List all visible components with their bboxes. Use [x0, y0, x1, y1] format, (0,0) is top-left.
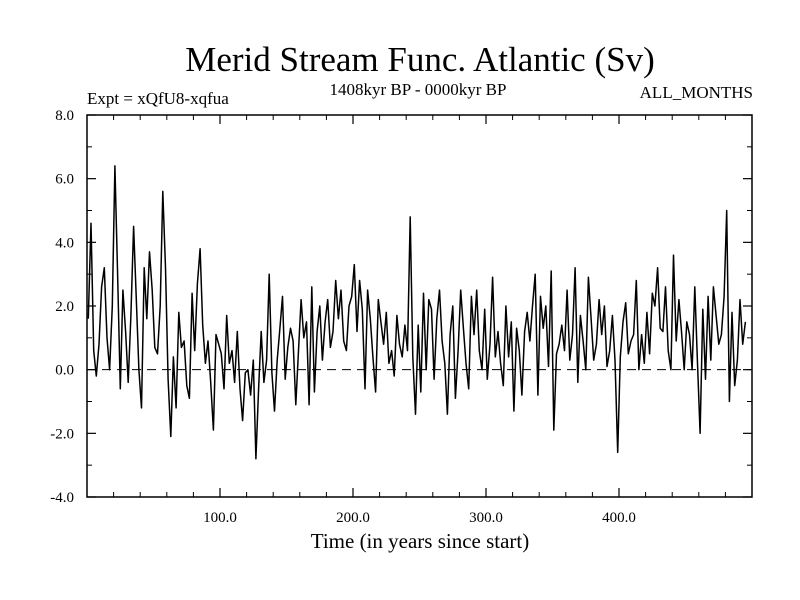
y-tick-label: 4.0	[55, 235, 74, 251]
y-tick-label: -4.0	[50, 490, 74, 506]
plot-frame	[86, 114, 753, 498]
experiment-label: Expt = xQfU8-xqfua	[87, 89, 229, 108]
months-label: ALL_MONTHS	[640, 83, 753, 102]
x-tick-label: 100.0	[203, 510, 237, 526]
time-range-label: 1408kyr BP - 0000kyr BP	[330, 80, 507, 99]
chart-title: Merid Stream Func. Atlantic (Sv)	[185, 40, 655, 79]
x-tick-label: 200.0	[336, 510, 370, 526]
x-tick-label: 300.0	[469, 510, 503, 526]
y-tick-label: 2.0	[55, 299, 74, 315]
series-line	[87, 165, 747, 460]
y-tick-label: 6.0	[55, 172, 74, 188]
y-tick-label: 0.0	[55, 363, 74, 379]
x-tick-label: 400.0	[602, 510, 636, 526]
x-axis-label: Time (in years since start)	[311, 529, 530, 553]
y-tick-label: -2.0	[50, 426, 74, 442]
y-tick-label: 8.0	[55, 108, 74, 124]
